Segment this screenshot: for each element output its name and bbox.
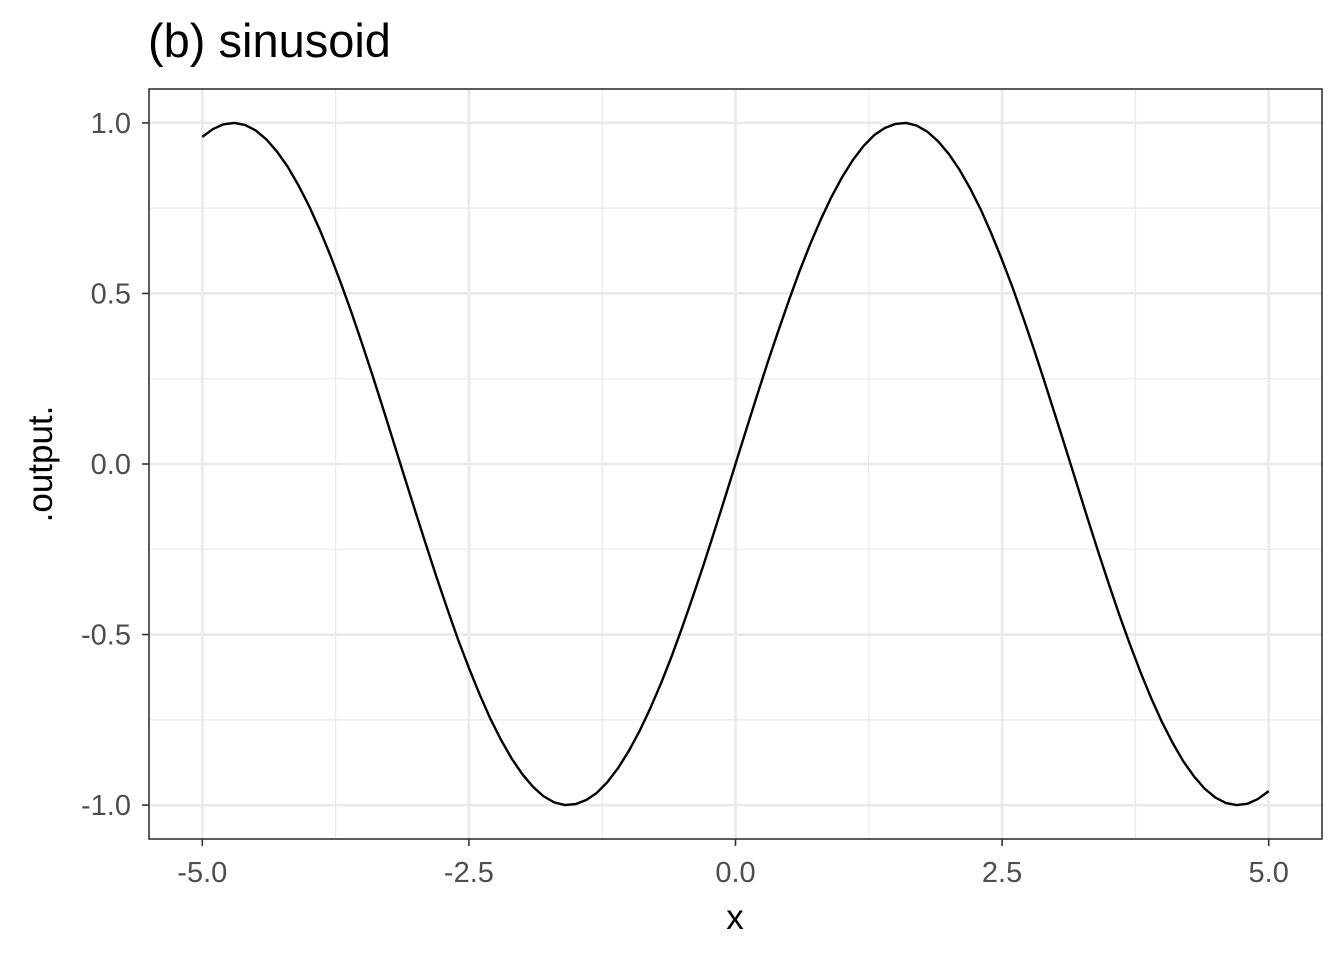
x-tick-label: 0.0: [715, 857, 755, 889]
x-tick-label: -2.5: [444, 857, 494, 889]
chart-title: (b) sinusoid: [148, 14, 391, 67]
series-layer: [201, 121, 1270, 807]
y-tick-label: 1.0: [91, 108, 131, 140]
y-axis-title: .output.: [21, 406, 60, 523]
x-tick-label: 5.0: [1249, 857, 1289, 889]
x-axis-title: x: [726, 898, 744, 937]
series-line: [201, 121, 1270, 807]
x-tick-label: -5.0: [177, 857, 227, 889]
y-tick-label: -1.0: [81, 790, 131, 822]
y-tick-label: 0.5: [91, 278, 131, 310]
x-tick-label: 2.5: [982, 857, 1022, 889]
y-tick-label: -0.5: [81, 620, 131, 652]
y-tick-label: 0.0: [91, 449, 131, 481]
axis-ticks: -5.0 -2.5 0.0 2.5 5.0 -1.0 -0.5 0.0 0.5 1.0: [81, 108, 1289, 889]
